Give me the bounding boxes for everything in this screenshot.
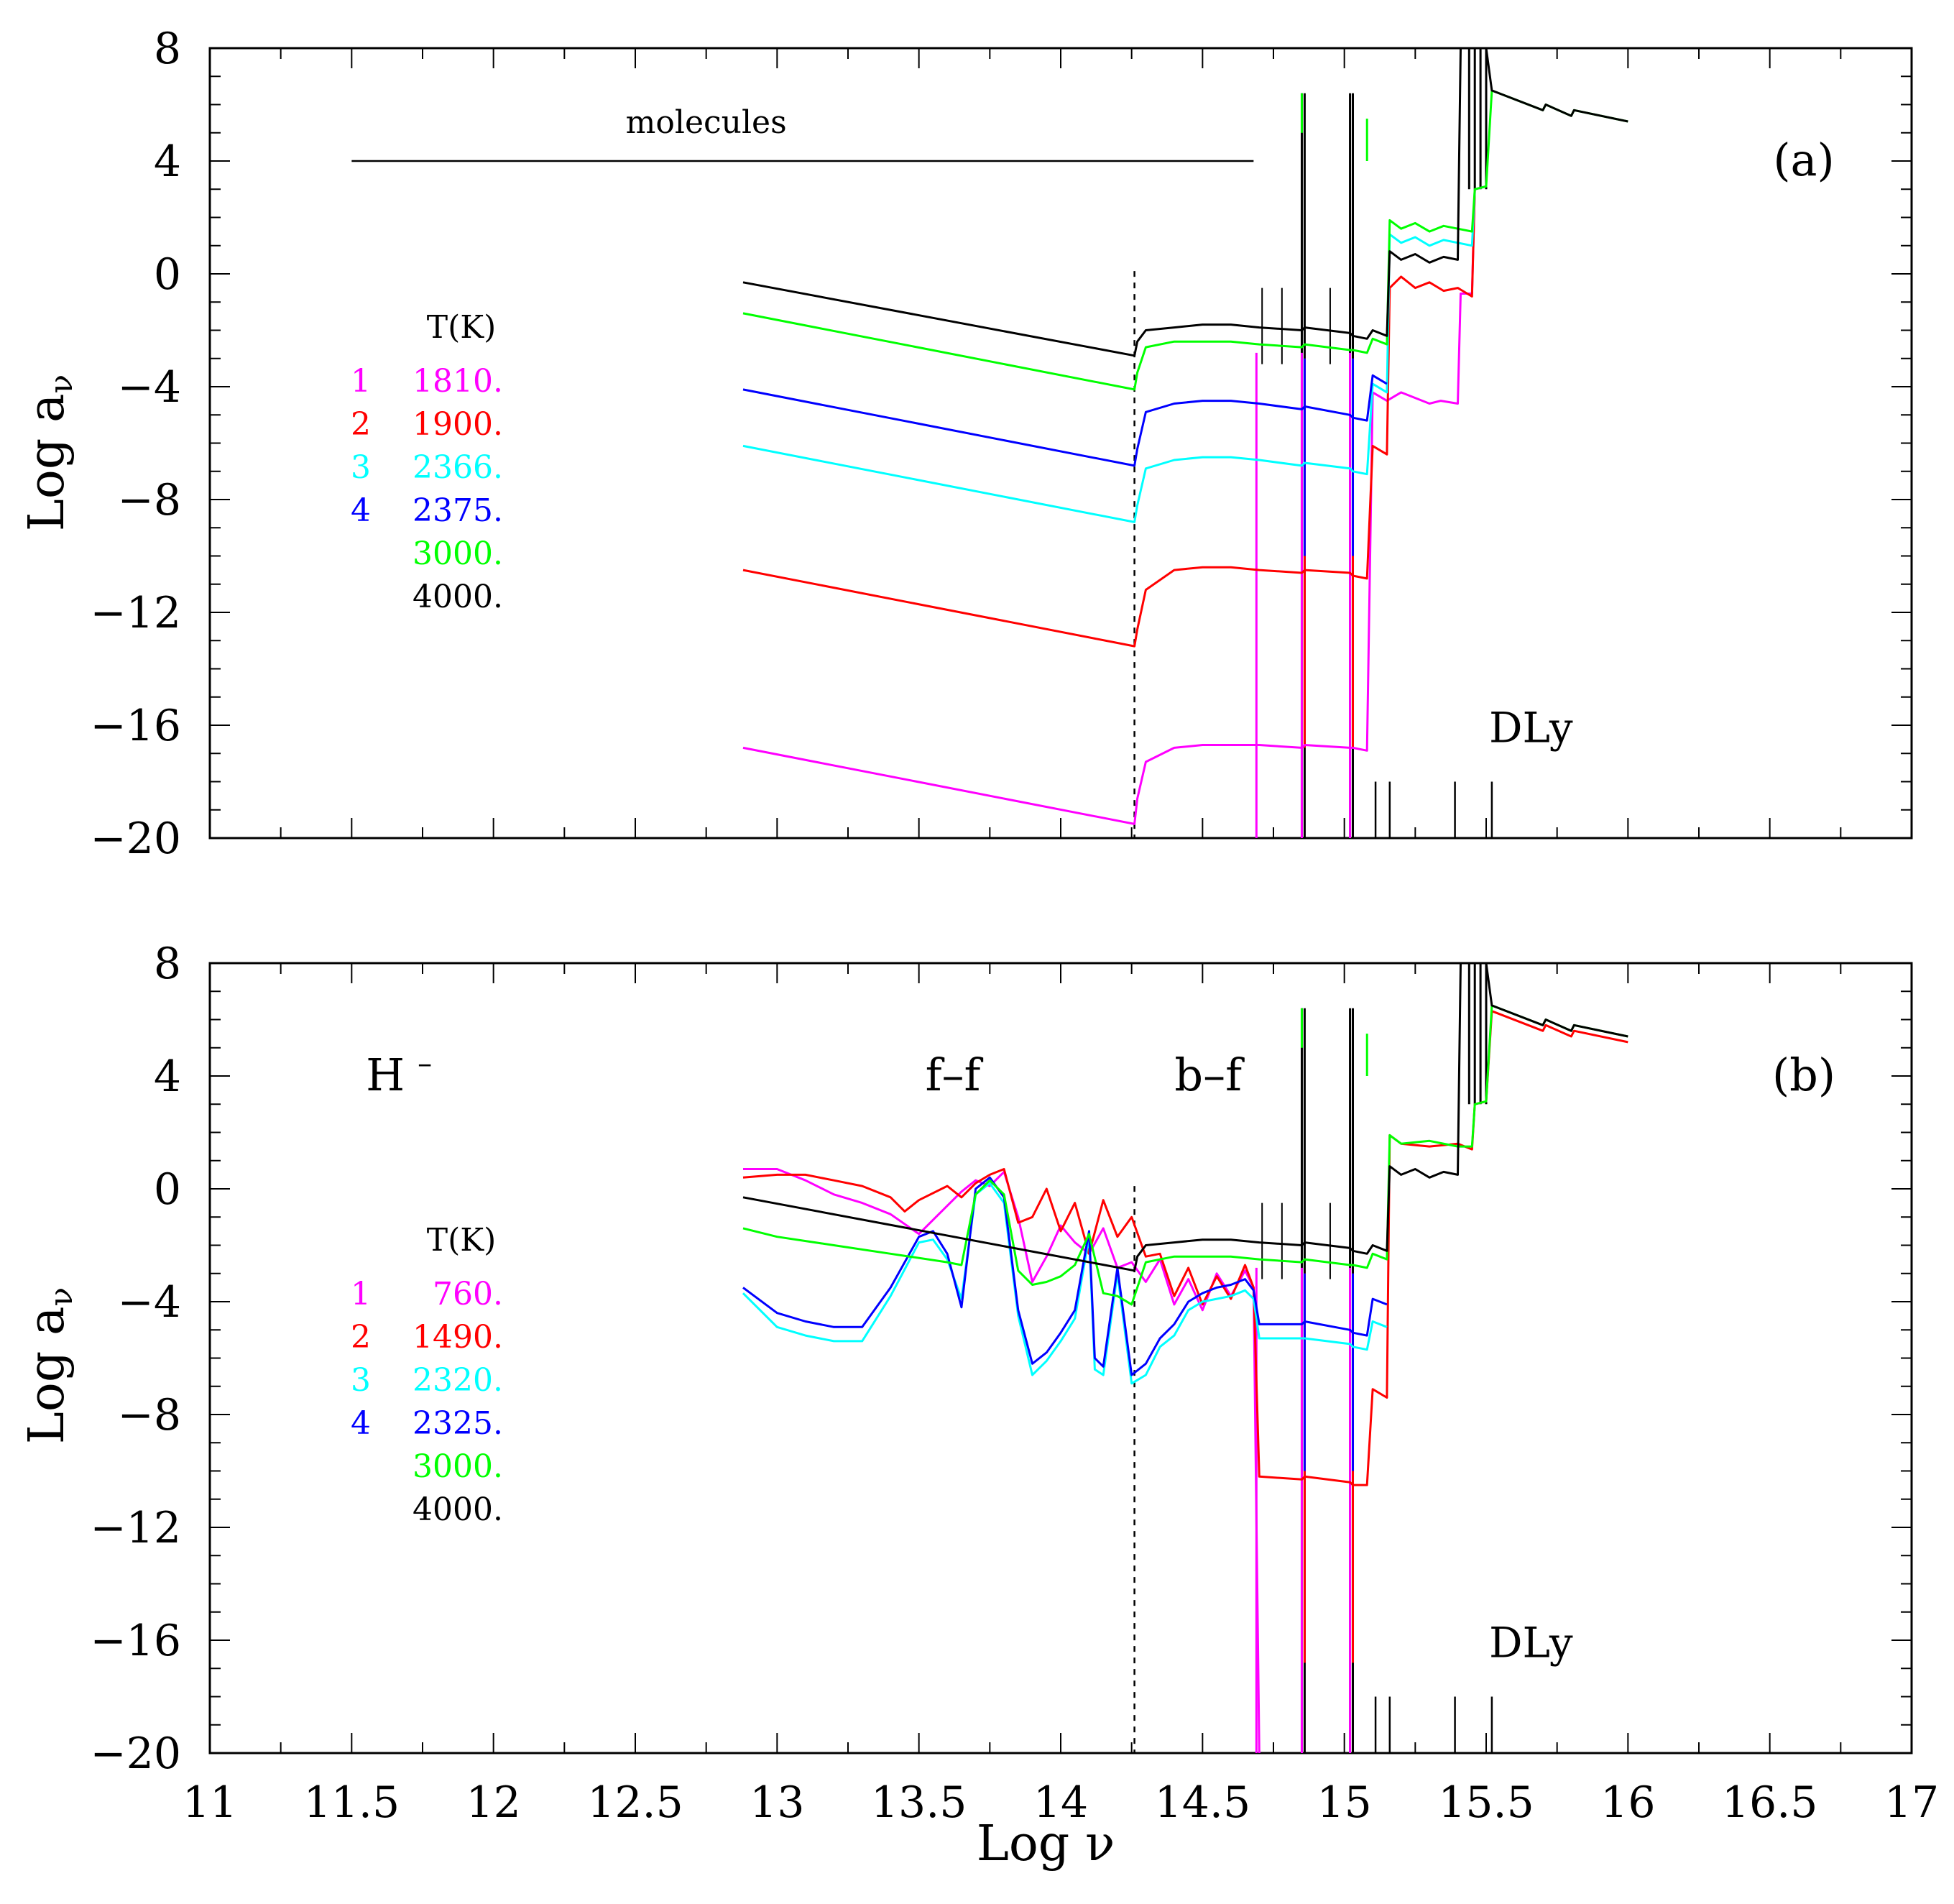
x-tick-label: 12.5 bbox=[587, 1777, 683, 1828]
series-line-magenta bbox=[742, 185, 1487, 825]
x-tick-label: 16 bbox=[1600, 1777, 1655, 1828]
x-tick-label: 14 bbox=[1033, 1777, 1088, 1828]
legend-entry-temp: 3000. bbox=[413, 1448, 503, 1485]
y-tick-label: 8 bbox=[154, 939, 181, 989]
legend-entry-temp: 2325. bbox=[413, 1405, 503, 1442]
legend-entry-temp: 2320. bbox=[413, 1362, 503, 1399]
legend-entry-temp: 2375. bbox=[413, 492, 503, 529]
legend-entry-temp: 760. bbox=[433, 1276, 503, 1312]
legend-entry-num: 4 bbox=[351, 1405, 371, 1442]
dly-label: DLy bbox=[1489, 704, 1573, 753]
y-tick-label: 4 bbox=[154, 1052, 181, 1102]
panel-b: 11 11.5 12 12.5 13 13.5 14 14.5 15 15.5 16 16.5 17−2… bbox=[90, 939, 1939, 1828]
series-line-blue bbox=[742, 1176, 1388, 1376]
legend-entry-temp: 1490. bbox=[413, 1319, 503, 1356]
panel-label: (b) bbox=[1772, 1049, 1835, 1101]
series-line-black bbox=[742, 962, 1628, 1272]
y-tick-label: −20 bbox=[90, 1729, 181, 1779]
legend-entry-num: 2 bbox=[351, 1319, 371, 1356]
species-main: H bbox=[366, 1049, 405, 1101]
legend-entry-num: 3 bbox=[351, 1362, 371, 1399]
y-tick-label: −4 bbox=[118, 362, 181, 413]
panel-a: −20 −16 −12 −8 −4 0 4 8 DLy (a) T(K) 1 1810. 2 1900. 3 2… bbox=[90, 24, 1913, 864]
ff-label: f–f bbox=[926, 1049, 984, 1101]
y-tick-label: −16 bbox=[90, 1616, 181, 1666]
plot-frame bbox=[208, 962, 1913, 1754]
x-tick-label: 12 bbox=[466, 1777, 520, 1828]
y-tick-label: 0 bbox=[154, 1164, 181, 1215]
series-line-black bbox=[742, 47, 1628, 357]
y-tick-label: 8 bbox=[154, 24, 181, 74]
y-tick-label: −8 bbox=[118, 1390, 181, 1440]
x-axis-label: Log ν bbox=[977, 1816, 1115, 1872]
legend-entry-temp: 1900. bbox=[413, 406, 503, 443]
series-line-green bbox=[742, 1004, 1628, 1306]
y-tick-label: −20 bbox=[90, 814, 181, 864]
plot-frame bbox=[208, 47, 1913, 840]
legend-entry-temp: 1810. bbox=[413, 363, 503, 400]
legend-entry-temp: 4000. bbox=[413, 579, 503, 615]
x-tick-label: 13.5 bbox=[871, 1777, 967, 1828]
legend-entry-num: 1 bbox=[351, 1276, 371, 1312]
y-tick-label: −4 bbox=[118, 1277, 181, 1328]
legend-title: T(K) bbox=[427, 309, 497, 346]
x-tick-label: 16.5 bbox=[1722, 1777, 1818, 1828]
series-line-cyan bbox=[742, 185, 1487, 523]
legend-entry-temp: 3000. bbox=[413, 535, 503, 572]
y-axis-label-b-sub: ν bbox=[43, 1287, 80, 1307]
y-tick-label: −12 bbox=[90, 1503, 181, 1553]
series-line-green bbox=[742, 89, 1628, 391]
legend-entry-num: 1 bbox=[351, 363, 371, 400]
legend-entry-num: 3 bbox=[351, 449, 371, 486]
legend-entry-temp: 4000. bbox=[413, 1491, 503, 1528]
dly-label: DLy bbox=[1489, 1619, 1573, 1668]
legend-entry-num: 4 bbox=[351, 492, 371, 529]
y-tick-label: 0 bbox=[154, 249, 181, 300]
series-line-cyan bbox=[742, 1182, 1388, 1385]
species-sup: – bbox=[418, 1047, 432, 1080]
y-axis-label-b: Log aν bbox=[19, 1287, 80, 1445]
legend-title: T(K) bbox=[427, 1222, 497, 1259]
x-tick-label: 17 bbox=[1884, 1777, 1939, 1828]
x-tick-label: 13 bbox=[750, 1777, 804, 1828]
y-tick-label: −16 bbox=[90, 701, 181, 751]
y-tick-label: −12 bbox=[90, 588, 181, 638]
legend-entry-num: 2 bbox=[351, 406, 371, 443]
x-tick-label: 15 bbox=[1317, 1777, 1371, 1828]
x-tick-label: 15.5 bbox=[1438, 1777, 1534, 1828]
series-line-red bbox=[742, 185, 1487, 648]
x-tick-label: 11 bbox=[183, 1777, 237, 1828]
y-axis-label-b-main: Log a bbox=[19, 1306, 75, 1444]
y-tick-label: −8 bbox=[118, 475, 181, 525]
y-tick-label: 4 bbox=[154, 137, 181, 187]
y-axis-label-a-sub: ν bbox=[43, 374, 80, 394]
y-axis-label-a-main: Log a bbox=[19, 393, 75, 531]
legend-entry-temp: 2366. bbox=[413, 449, 503, 486]
bf-label: b–f bbox=[1174, 1049, 1245, 1101]
molecules-label: molecules bbox=[626, 104, 787, 141]
x-tick-label: 14.5 bbox=[1155, 1777, 1251, 1828]
species-label: H – bbox=[366, 1047, 432, 1101]
x-tick-label: 11.5 bbox=[304, 1777, 400, 1828]
y-axis-label-a: Log aν bbox=[19, 374, 80, 532]
series-line-blue bbox=[742, 374, 1388, 467]
panel-label: (a) bbox=[1773, 134, 1834, 186]
series-line-magenta bbox=[743, 1168, 1261, 1754]
